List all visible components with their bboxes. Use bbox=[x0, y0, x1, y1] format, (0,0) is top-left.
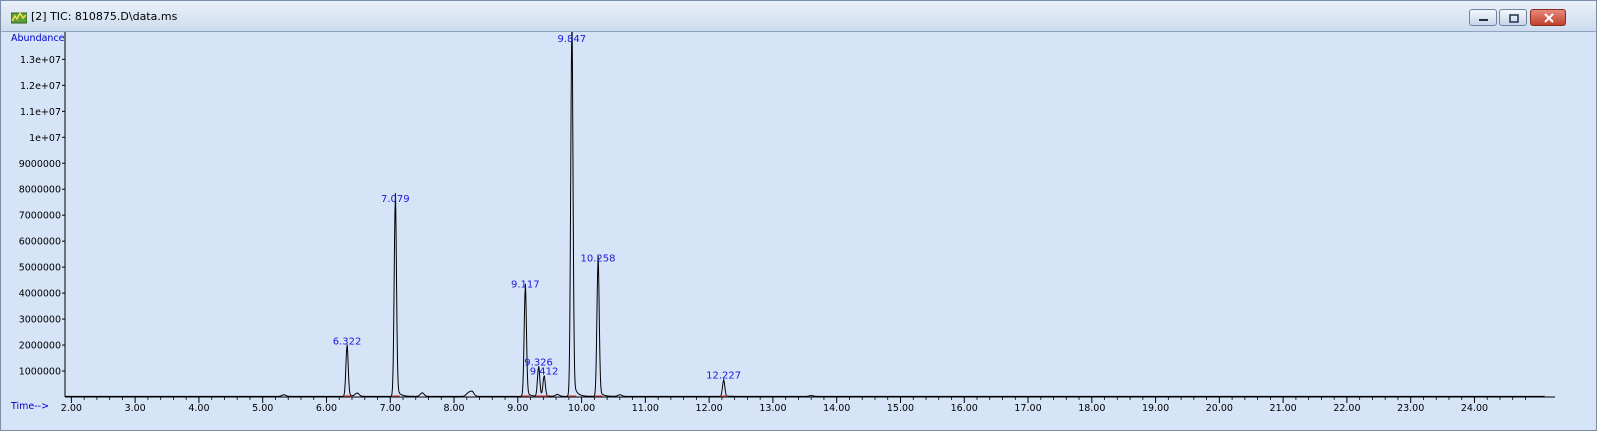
restore-button[interactable] bbox=[1499, 9, 1527, 26]
x-tick-label: 9.00 bbox=[507, 403, 528, 414]
peak-label: 7.079 bbox=[381, 194, 410, 205]
y-tick-label: 1.2e+07 bbox=[20, 81, 61, 92]
x-tick-label: 10.00 bbox=[568, 403, 595, 414]
x-tick-label: 12.00 bbox=[696, 403, 723, 414]
peak-label: 9.326 bbox=[524, 357, 553, 368]
x-tick-label: 20.00 bbox=[1206, 403, 1233, 414]
y-tick-label: 1.3e+07 bbox=[20, 55, 61, 66]
y-tick-label: 6000000 bbox=[19, 237, 61, 248]
x-tick-label: 2.00 bbox=[61, 403, 82, 414]
close-button[interactable] bbox=[1530, 9, 1566, 26]
x-tick-label: 21.00 bbox=[1270, 403, 1297, 414]
x-tick-label: 17.00 bbox=[1014, 403, 1041, 414]
close-icon bbox=[1544, 13, 1554, 23]
y-tick-label: 9000000 bbox=[19, 159, 61, 170]
title-bar[interactable]: [2] TIC: 810875.D\data.ms bbox=[1, 1, 1596, 32]
y-axis-title: Abundance bbox=[11, 33, 65, 44]
x-tick-label: 19.00 bbox=[1142, 403, 1169, 414]
x-tick-label: 23.00 bbox=[1397, 403, 1424, 414]
y-tick-label: 4000000 bbox=[19, 289, 61, 300]
peak-label: 9.117 bbox=[511, 280, 540, 291]
x-tick-label: 14.00 bbox=[823, 403, 850, 414]
minimize-button[interactable] bbox=[1469, 9, 1497, 26]
app-icon bbox=[11, 11, 27, 24]
y-tick-label: 1e+07 bbox=[29, 133, 61, 144]
x-tick-label: 5.00 bbox=[252, 403, 273, 414]
x-tick-label: 7.00 bbox=[380, 403, 401, 414]
y-tick-label: 1000000 bbox=[19, 367, 61, 378]
x-tick-label: 16.00 bbox=[951, 403, 978, 414]
x-tick-label: 18.00 bbox=[1078, 403, 1105, 414]
peak-label: 9.847 bbox=[558, 34, 587, 45]
x-tick-label: 6.00 bbox=[316, 403, 337, 414]
y-tick-label: 2000000 bbox=[19, 341, 61, 352]
peak-label: 6.322 bbox=[333, 337, 362, 348]
y-tick-label: 7000000 bbox=[19, 211, 61, 222]
x-tick-label: 13.00 bbox=[759, 403, 786, 414]
x-tick-label: 4.00 bbox=[188, 403, 209, 414]
peak-label: 9.412 bbox=[530, 367, 559, 378]
chart-plot-area[interactable]: Abundance 1000000 2000000 3000000 4000000 500… bbox=[3, 31, 1594, 429]
x-axis-title: Time--> bbox=[10, 401, 49, 412]
y-tick-label: 3000000 bbox=[19, 315, 61, 326]
peak-label: 12.227 bbox=[706, 370, 741, 381]
x-tick-label: 8.00 bbox=[443, 403, 464, 414]
minimize-icon bbox=[1479, 19, 1488, 21]
y-tick-label: 8000000 bbox=[19, 185, 61, 196]
x-tick-label: 24.00 bbox=[1461, 403, 1488, 414]
x-tick-label: 22.00 bbox=[1333, 403, 1360, 414]
x-tick-label: 11.00 bbox=[632, 403, 659, 414]
peak-label: 10.258 bbox=[581, 254, 616, 265]
y-tick-label: 1.1e+07 bbox=[20, 107, 61, 118]
window-title: [2] TIC: 810875.D\data.ms bbox=[31, 10, 178, 23]
y-tick-label: 5000000 bbox=[19, 263, 61, 274]
tic-trace bbox=[65, 32, 1545, 397]
x-tick-label: 3.00 bbox=[125, 403, 146, 414]
x-tick-label: 15.00 bbox=[887, 403, 914, 414]
restore-icon bbox=[1509, 14, 1519, 23]
chromatogram-chart: Abundance 1000000 2000000 3000000 4000000 500… bbox=[10, 32, 1555, 414]
